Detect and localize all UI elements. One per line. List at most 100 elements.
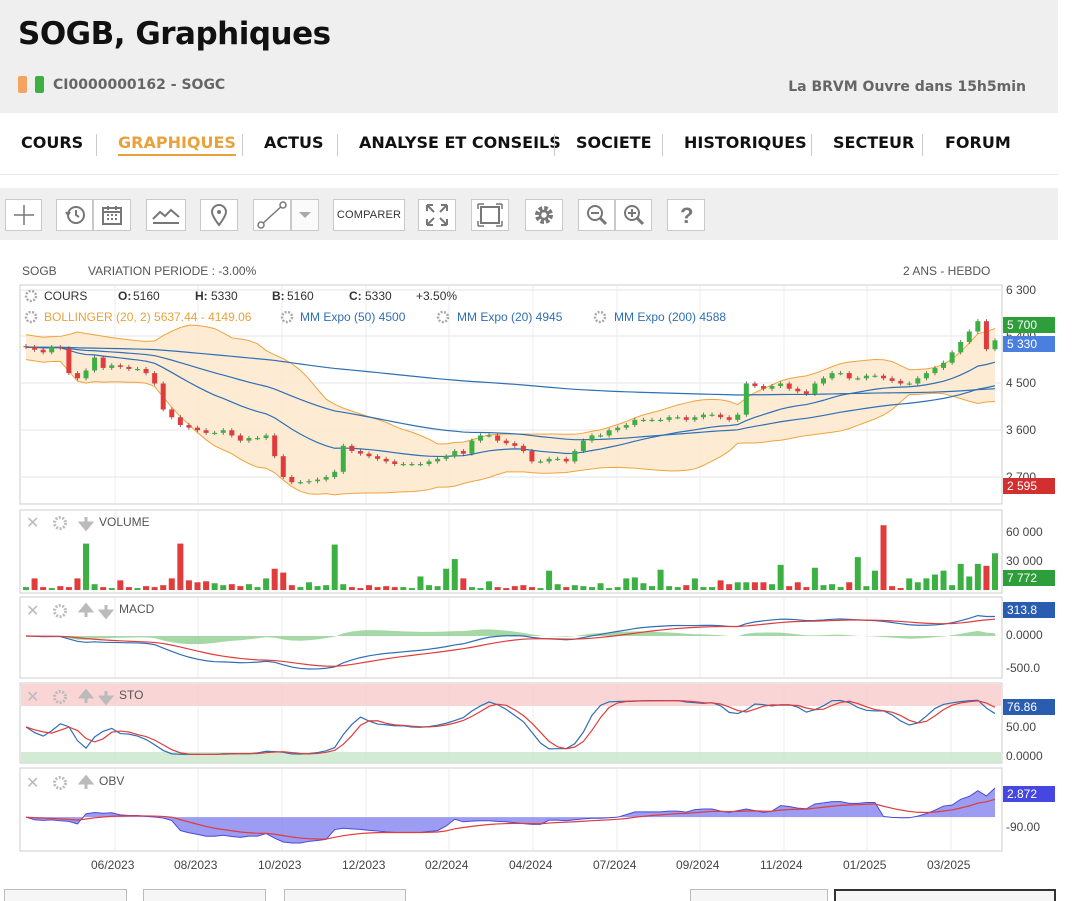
settings-button[interactable] <box>525 199 563 231</box>
macd-lines <box>25 614 996 670</box>
history-button[interactable] <box>56 199 93 231</box>
x-tick-label: 06/2023 <box>91 858 135 872</box>
tab-historiques[interactable]: HISTORIQUES <box>684 133 807 152</box>
arrow-down-icon[interactable] <box>97 605 115 620</box>
volume-label: VOLUME <box>99 515 150 529</box>
chart-svg[interactable]: COURS O: 5160 H: 5330 B: 5160 C: 5330 +3… <box>0 250 1058 899</box>
gear-icon[interactable] <box>593 310 607 324</box>
legend-cours[interactable]: COURS O: 5160 H: 5330 B: 5160 C: 5330 +3… <box>24 289 457 303</box>
volume-tick-label: 30 000 <box>1006 554 1043 568</box>
chart-toolbar: COMPARER ? <box>0 188 1058 240</box>
volume-bar <box>323 585 330 590</box>
line-draw-button[interactable] <box>253 199 291 231</box>
gear-icon[interactable] <box>436 310 450 324</box>
x-tick-label: 09/2024 <box>676 858 720 872</box>
volume-bar <box>906 578 913 590</box>
candle-body <box>74 373 80 379</box>
zoom-in-icon <box>623 205 644 226</box>
candle-body <box>606 430 612 436</box>
candle-body <box>580 440 586 452</box>
arrow-up-icon[interactable] <box>77 774 95 789</box>
marker-button[interactable] <box>200 199 238 231</box>
chart-type-button[interactable] <box>146 199 186 231</box>
volume-tick-label: 60 000 <box>1006 525 1043 539</box>
candle-body <box>649 419 655 422</box>
arrow-up-icon[interactable] <box>77 602 95 617</box>
close-icon[interactable]: ✕ <box>26 689 39 706</box>
tab-analyse-et-conseils[interactable]: ANALYSE ET CONSEILS <box>359 133 561 152</box>
zoom-in-button[interactable] <box>615 199 652 231</box>
arrow-down-icon[interactable] <box>97 691 115 706</box>
bottom-tab[interactable] <box>4 889 127 901</box>
volume-bar <box>280 572 287 590</box>
tab-secteur[interactable]: SECTEUR <box>833 133 915 152</box>
gear-icon[interactable] <box>53 690 67 704</box>
tab-actus[interactable]: ACTUS <box>264 133 324 152</box>
obv-last-badge-bg <box>1003 786 1055 802</box>
gear-icon[interactable] <box>53 776 67 790</box>
sto-lines <box>25 699 996 756</box>
arrow-down-icon[interactable] <box>77 517 95 532</box>
volume-bar <box>143 586 150 590</box>
gear-icon[interactable] <box>53 604 67 618</box>
volume-bar <box>897 588 904 590</box>
candle-body <box>975 321 981 332</box>
fullscreen-button[interactable] <box>418 199 456 231</box>
volume-bar <box>48 588 55 590</box>
crosshair-button[interactable] <box>5 199 42 231</box>
close-icon[interactable]: ✕ <box>26 515 39 532</box>
tab-societe[interactable]: SOCIETE <box>576 133 652 152</box>
x-tick-label: 02/2024 <box>425 858 469 872</box>
line-draw-dropdown[interactable] <box>291 199 319 231</box>
frame-button[interactable] <box>471 199 509 231</box>
candle-body <box>160 383 166 410</box>
zoom-out-button[interactable] <box>578 199 615 231</box>
volume-bar <box>880 525 887 590</box>
price-low-badge-bg <box>1003 478 1055 494</box>
compare-button[interactable]: COMPARER <box>333 199 405 231</box>
candle-body <box>375 456 381 459</box>
bottom-tab[interactable] <box>143 889 266 901</box>
flag-green-icon <box>35 76 44 93</box>
legend-low-value: 5160 <box>287 289 314 303</box>
volume-bar <box>194 582 201 590</box>
close-icon[interactable]: ✕ <box>26 603 39 620</box>
volume-bar <box>691 578 698 590</box>
legend-high-value: 5330 <box>211 289 238 303</box>
gear-icon[interactable] <box>53 516 67 530</box>
candle-body <box>838 373 844 375</box>
candle-body <box>383 458 389 462</box>
bottom-tab[interactable] <box>284 889 406 901</box>
tab-cours[interactable]: COURS <box>21 133 84 152</box>
gear-icon[interactable] <box>24 310 38 324</box>
arrow-up-icon[interactable] <box>77 688 95 703</box>
chart-area[interactable]: SOGB VARIATION PERIODE : -3.00% 2 ANS - … <box>0 250 1058 899</box>
volume-bar <box>254 587 261 590</box>
candle-body <box>212 432 218 435</box>
tab-forum[interactable]: FORUM <box>945 133 1011 152</box>
candle-body <box>117 365 123 367</box>
legend-indicators[interactable]: BOLLINGER (20, 2) 5637.44 - 4149.06 MM E… <box>24 310 726 324</box>
tab-graphiques[interactable]: GRAPHIQUES <box>118 133 236 156</box>
calendar-button[interactable] <box>93 199 131 231</box>
volume-bar <box>74 578 81 590</box>
isin-code: CI0000000162 - SOGC <box>53 77 226 93</box>
candle-body <box>743 383 749 415</box>
help-icon: ? <box>680 203 693 227</box>
candle-body <box>512 443 518 446</box>
legend-high-label: H: <box>195 289 208 303</box>
help-button[interactable]: ? <box>667 199 705 231</box>
bottom-tab[interactable] <box>690 889 828 901</box>
candle-body <box>726 417 732 420</box>
line-draw-icon <box>257 201 287 229</box>
close-icon[interactable]: ✕ <box>26 775 39 792</box>
candle-body <box>915 378 921 384</box>
candle-body <box>392 461 398 465</box>
candle-body <box>906 383 912 385</box>
volume-bar <box>683 585 690 590</box>
candle-body <box>92 357 98 371</box>
gear-icon[interactable] <box>280 310 294 324</box>
gear-icon[interactable] <box>24 289 38 303</box>
bottom-tab[interactable] <box>834 889 1056 901</box>
